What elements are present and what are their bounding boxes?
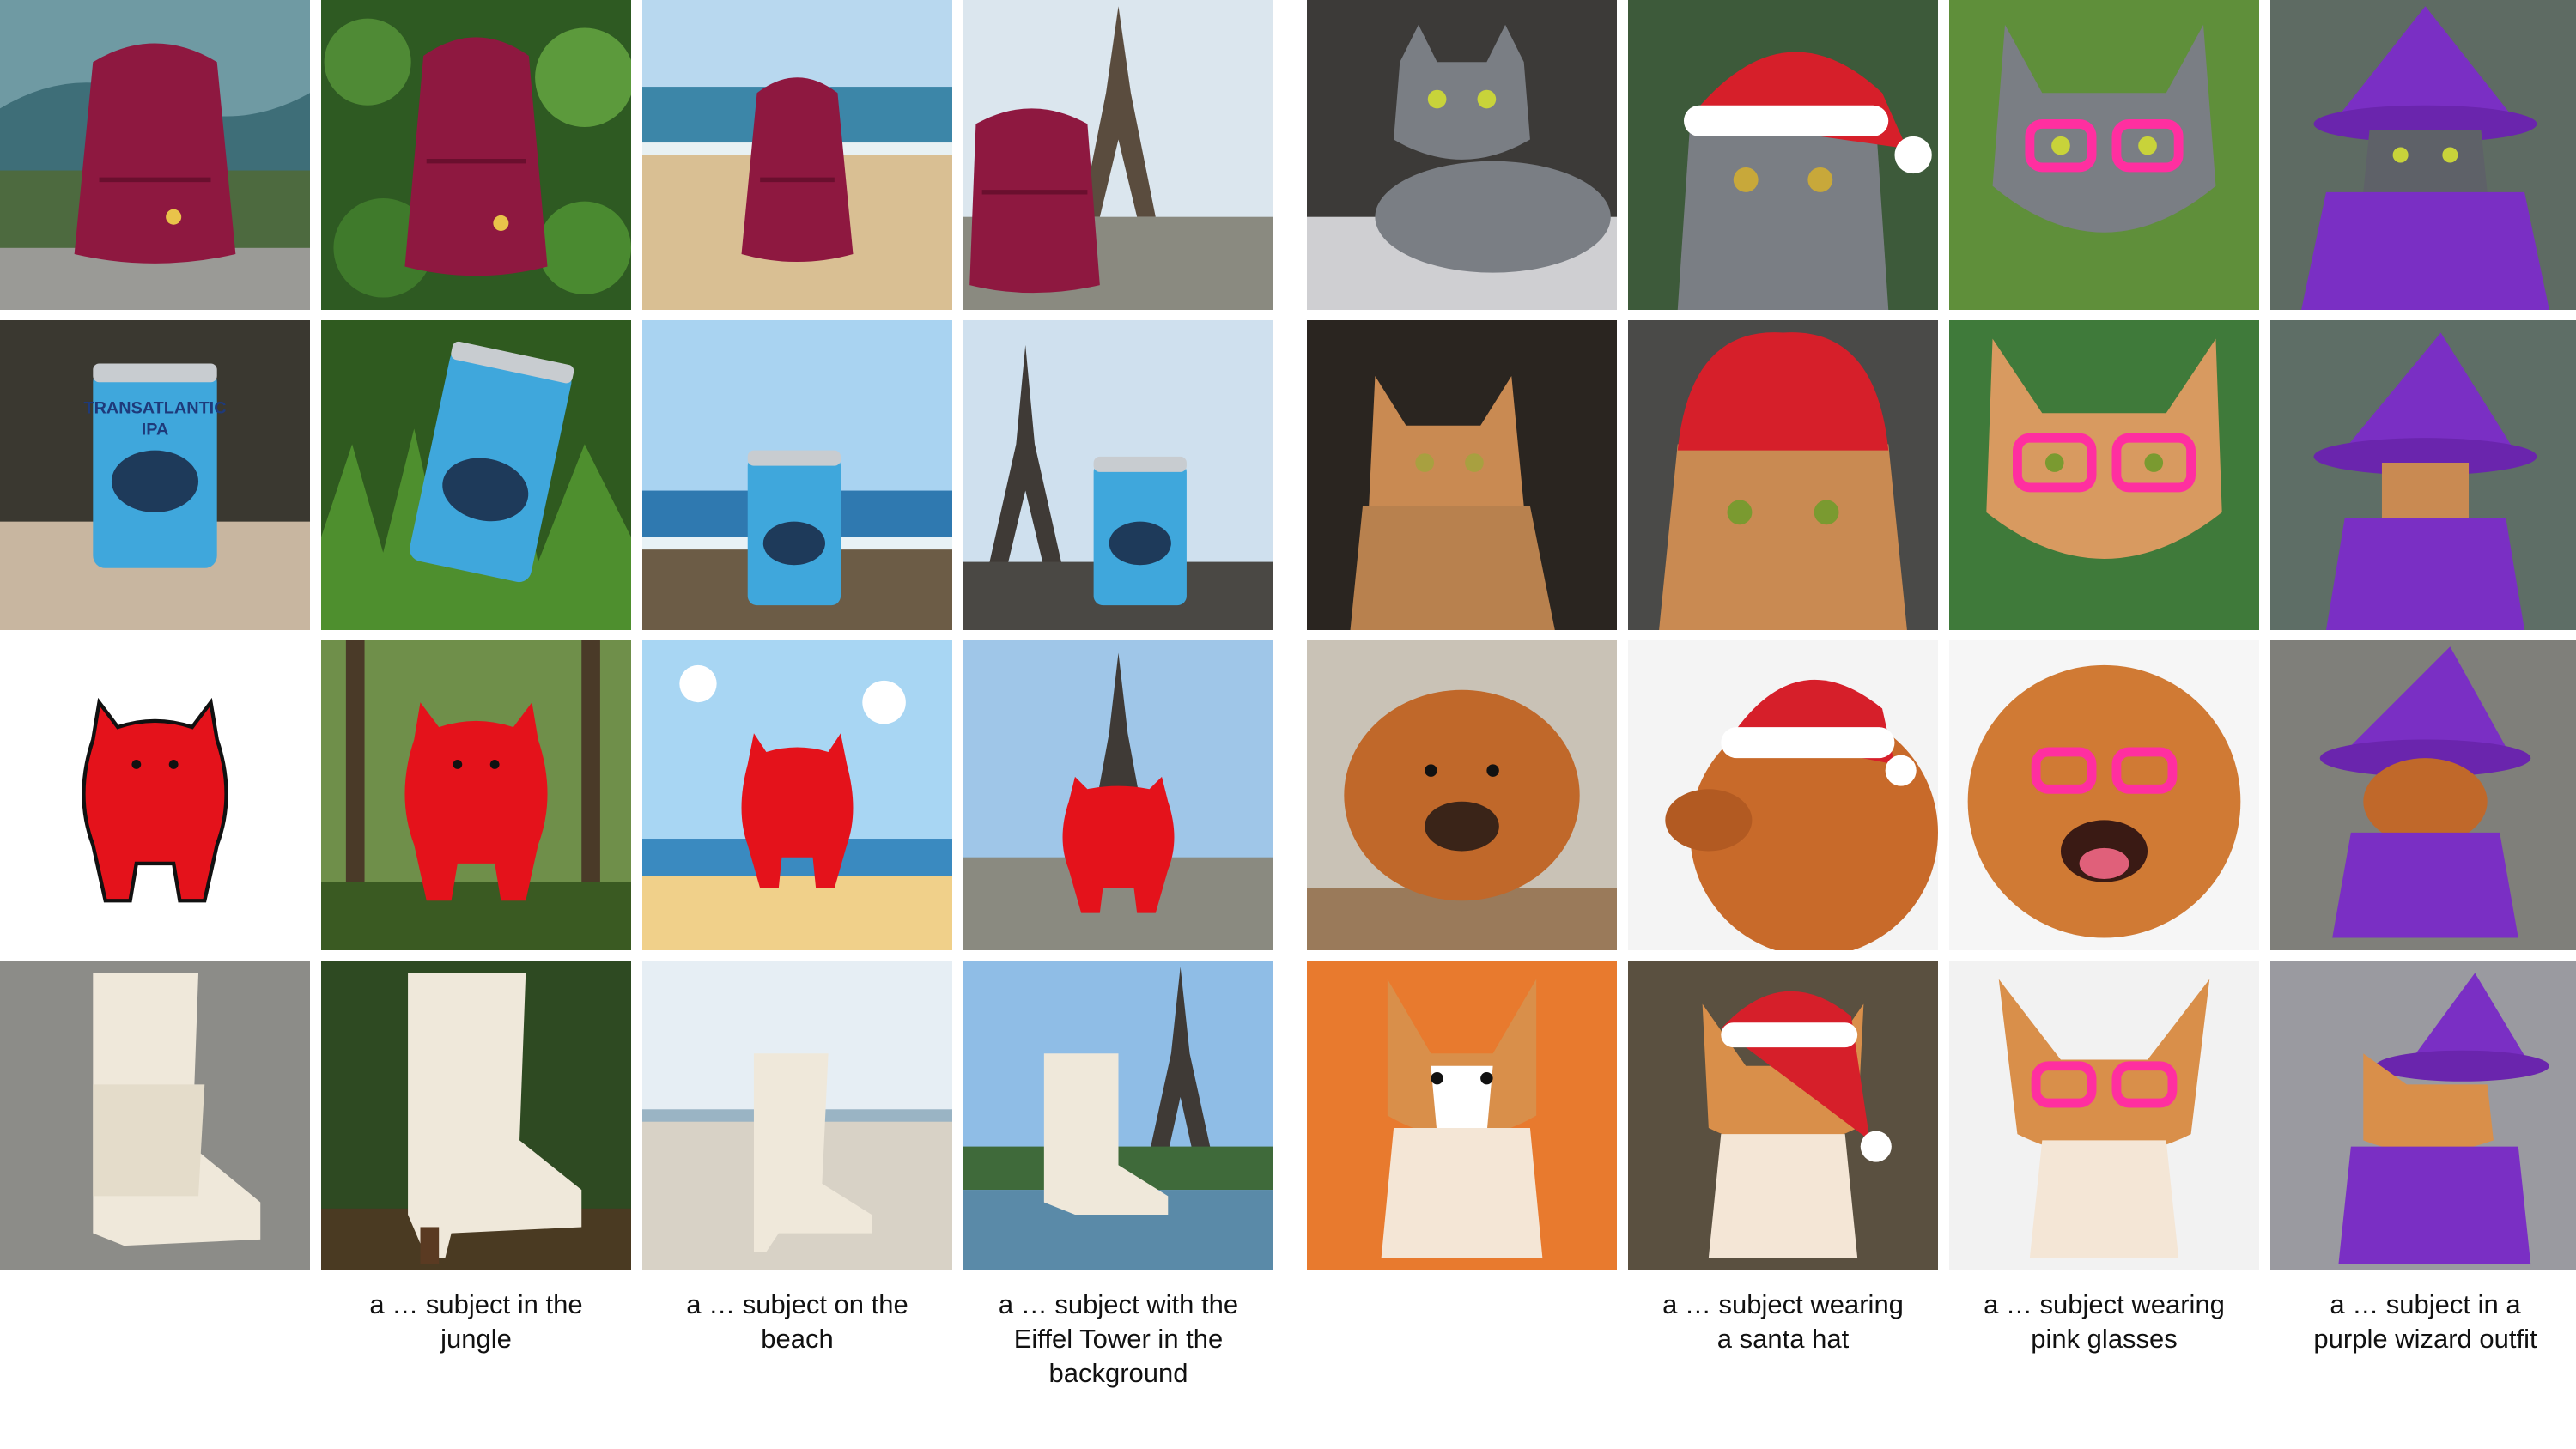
gray-cat-wizard-photo: [2270, 0, 2576, 310]
corgi-puppy-santa-hat-photo: [1628, 961, 1938, 1270]
caption-wizard: a … subject in a purple wizard outfit: [2313, 1289, 2537, 1354]
backpack-eiffel-photo: [963, 0, 1273, 310]
caption-pink-glasses: a … subject wearing pink glasses: [1984, 1289, 2225, 1354]
boot-eiffel-photo: [963, 961, 1273, 1270]
corgi-puppy-wizard-photo: [2270, 961, 2576, 1270]
tabby-cat-original-photo: [1307, 320, 1617, 630]
monster-jungle-image: [321, 640, 631, 950]
gray-cat-original-photo: [1307, 0, 1617, 310]
caption-jungle: a … subject in the jungle: [369, 1289, 583, 1354]
chow-dog-wizard-photo: [2270, 640, 2576, 950]
caption-eiffel: a … subject with the Eiffel Tower in the…: [998, 1289, 1239, 1388]
monster-original-image: [0, 640, 310, 950]
prompt-captions: a … subject in the jungle a … subject on…: [0, 1288, 2576, 1442]
can-eiffel-photo: [963, 320, 1273, 630]
can-label-line2: IPA: [142, 421, 169, 440]
gray-cat-santa-hat-photo: [1628, 0, 1938, 310]
boot-jungle-photo: [321, 961, 631, 1270]
can-jungle-photo: [321, 320, 631, 630]
chow-dog-original-photo: [1307, 640, 1617, 950]
tabby-cat-pink-glasses-photo: [1949, 320, 2259, 630]
can-beach-photo: [642, 320, 952, 630]
backpack-original-photo: [0, 0, 310, 310]
boot-original-photo: [0, 961, 310, 1270]
can-original-photo: TRANSATLANTIC IPA: [0, 320, 310, 630]
chow-dog-pink-glasses-photo: [1949, 640, 2259, 950]
monster-beach-image: [642, 640, 952, 950]
chow-dog-santa-hat-photo: [1628, 640, 1938, 950]
image-grid: TRANSATLANTIC IPA: [0, 0, 2576, 1270]
backpack-beach-photo: [642, 0, 952, 310]
boot-beach-photo: [642, 961, 952, 1270]
monster-eiffel-image: [963, 640, 1273, 950]
corgi-puppy-original-photo: [1307, 961, 1617, 1270]
caption-santa-hat: a … subject wearing a santa hat: [1662, 1289, 1904, 1354]
corgi-puppy-pink-glasses-photo: [1949, 961, 2259, 1270]
tabby-cat-santa-hat-photo: [1628, 320, 1938, 630]
backpack-jungle-photo: [321, 0, 631, 310]
gray-cat-pink-glasses-photo: [1949, 0, 2259, 310]
caption-beach: a … subject on the beach: [686, 1289, 908, 1354]
tabby-cat-wizard-photo: [2270, 320, 2576, 630]
can-label-line1: TRANSATLANTIC: [83, 398, 226, 417]
